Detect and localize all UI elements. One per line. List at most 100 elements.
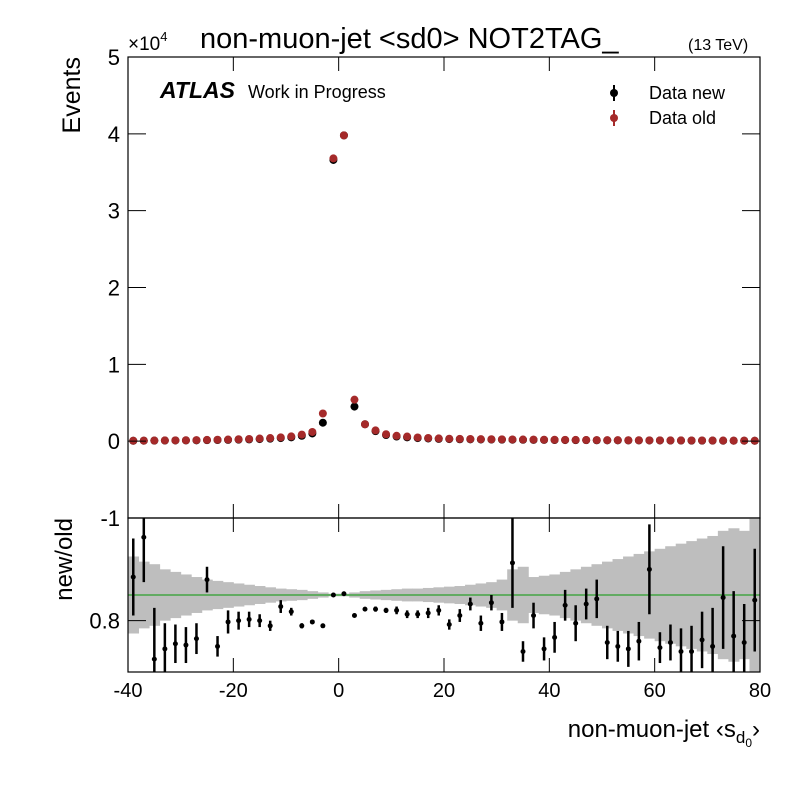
x-tick-label: 0 bbox=[333, 680, 344, 702]
data-point bbox=[162, 646, 168, 652]
data-point bbox=[488, 600, 494, 606]
data-point bbox=[476, 435, 485, 444]
legend-marker bbox=[610, 114, 618, 122]
data-point bbox=[708, 436, 717, 445]
status-label: Work in Progress bbox=[248, 82, 386, 102]
data-point bbox=[657, 645, 663, 651]
data-point bbox=[731, 633, 737, 639]
data-point bbox=[634, 436, 643, 445]
legend-marker bbox=[610, 89, 618, 97]
y-tick-label: 5 bbox=[108, 45, 120, 70]
data-point bbox=[413, 433, 422, 442]
data-point bbox=[139, 436, 148, 445]
data-point bbox=[246, 616, 252, 622]
data-point bbox=[497, 435, 506, 444]
data-point bbox=[583, 601, 589, 607]
y-tick-label: 1 bbox=[108, 352, 120, 377]
data-point bbox=[204, 577, 210, 583]
ratio-plot-area bbox=[128, 518, 760, 672]
data-point bbox=[625, 646, 631, 652]
data-point bbox=[740, 436, 749, 445]
x-tick-label: 20 bbox=[433, 680, 455, 702]
data-point bbox=[655, 436, 664, 445]
data-point bbox=[361, 420, 369, 429]
data-point bbox=[192, 436, 201, 445]
data-point bbox=[308, 427, 317, 436]
data-point bbox=[729, 436, 738, 445]
data-point bbox=[561, 435, 570, 444]
data-point bbox=[531, 613, 537, 619]
data-point bbox=[404, 611, 410, 617]
data-point bbox=[278, 604, 284, 610]
data-point bbox=[415, 611, 421, 617]
data-point bbox=[677, 436, 685, 445]
data-point bbox=[699, 637, 705, 643]
data-point bbox=[330, 592, 336, 598]
data-point bbox=[425, 610, 431, 616]
data-point bbox=[224, 435, 233, 444]
y-tick-label: -1 bbox=[100, 506, 120, 531]
data-point bbox=[487, 435, 496, 444]
data-point bbox=[318, 409, 327, 418]
data-point bbox=[434, 434, 443, 443]
data-point bbox=[719, 436, 728, 445]
data-point bbox=[636, 638, 642, 644]
data-point bbox=[130, 574, 136, 580]
y-tick-label: 0.8 bbox=[89, 609, 120, 634]
y-tick-label: 4 bbox=[108, 122, 120, 147]
data-point bbox=[594, 596, 600, 602]
data-point bbox=[436, 607, 442, 613]
data-point bbox=[266, 434, 275, 443]
x-tick-label: 60 bbox=[644, 680, 666, 702]
data-point bbox=[520, 648, 526, 654]
data-point bbox=[541, 646, 547, 652]
data-point bbox=[466, 435, 475, 444]
data-point bbox=[519, 435, 527, 444]
chart-subtitle: (13 TeV) bbox=[688, 37, 748, 54]
data-point bbox=[667, 639, 673, 645]
experiment-label: ATLAS bbox=[159, 77, 236, 103]
data-point bbox=[373, 606, 379, 612]
data-point bbox=[457, 613, 463, 619]
data-point bbox=[318, 418, 327, 427]
data-point bbox=[687, 436, 696, 445]
y-tick-label: 0 bbox=[108, 429, 120, 454]
x-tick-label: 40 bbox=[538, 680, 560, 702]
data-point bbox=[752, 597, 758, 603]
data-point bbox=[499, 619, 505, 625]
data-point bbox=[309, 619, 315, 625]
data-point bbox=[552, 634, 558, 640]
data-point bbox=[509, 560, 515, 566]
data-point bbox=[341, 591, 347, 597]
data-point bbox=[141, 534, 147, 540]
data-point bbox=[160, 436, 169, 445]
data-point bbox=[424, 433, 433, 442]
data-point bbox=[720, 595, 726, 601]
data-point bbox=[689, 648, 695, 654]
x-tick-label: -20 bbox=[219, 680, 248, 702]
data-point bbox=[666, 436, 675, 445]
data-point bbox=[225, 619, 231, 625]
data-point bbox=[550, 435, 559, 444]
data-point bbox=[236, 618, 242, 624]
data-point bbox=[297, 430, 306, 439]
data-point bbox=[245, 434, 254, 443]
data-point bbox=[276, 433, 285, 442]
data-point bbox=[350, 402, 359, 411]
data-point bbox=[172, 641, 178, 647]
y-tick-label: 3 bbox=[108, 199, 120, 224]
x-axis-label: non-muon-jet ‹sd0› bbox=[568, 716, 760, 750]
data-point bbox=[582, 436, 591, 445]
data-point bbox=[710, 643, 716, 649]
data-point bbox=[234, 435, 243, 444]
data-point bbox=[455, 434, 464, 443]
x-tick-label: 80 bbox=[749, 680, 771, 702]
data-point bbox=[741, 639, 747, 645]
data-point bbox=[573, 620, 579, 626]
data-point bbox=[320, 623, 326, 629]
y-tick-label: 2 bbox=[108, 276, 120, 301]
data-point bbox=[604, 639, 610, 645]
data-point bbox=[215, 643, 221, 649]
data-point bbox=[339, 131, 348, 140]
data-point bbox=[698, 436, 707, 445]
